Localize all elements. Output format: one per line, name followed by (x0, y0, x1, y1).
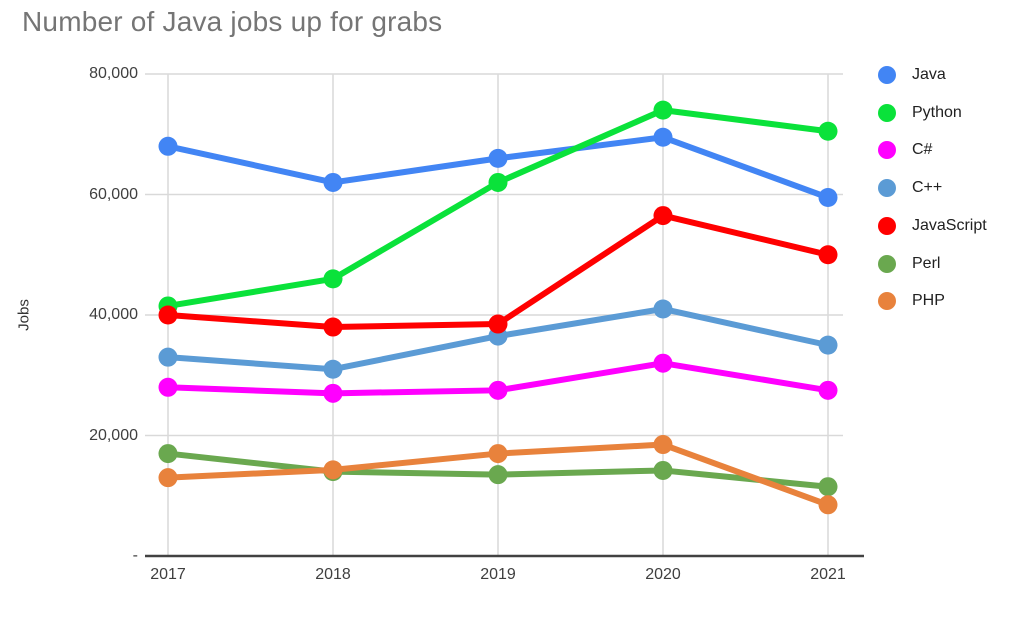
data-point-perl[interactable] (818, 477, 838, 497)
data-point-c[interactable] (818, 335, 838, 355)
x-tick-label: 2021 (810, 566, 846, 583)
data-point-javascript[interactable] (488, 314, 508, 334)
y-tick-label: 20,000 (89, 426, 138, 444)
data-point-java[interactable] (158, 136, 178, 156)
data-point-perl[interactable] (653, 460, 673, 480)
data-point-javascript[interactable] (818, 245, 838, 265)
y-tick-label: 40,000 (89, 306, 138, 323)
data-point-java[interactable] (488, 148, 508, 168)
legend-color-dot (878, 66, 896, 84)
chart-title: Number of Java jobs up for grabs (22, 6, 443, 37)
x-tick-label: 2019 (480, 566, 516, 583)
legend-label: Python (912, 103, 962, 121)
data-point-java[interactable] (653, 127, 673, 147)
legend-color-dot (878, 254, 896, 273)
legend-label: JavaScript (912, 216, 987, 234)
data-point-javascript[interactable] (323, 317, 343, 337)
data-point-php[interactable] (488, 444, 508, 464)
data-point-c[interactable] (158, 377, 178, 397)
data-point-java[interactable] (323, 172, 343, 192)
data-point-c[interactable] (488, 380, 508, 400)
data-point-php[interactable] (323, 460, 343, 480)
data-point-python[interactable] (323, 269, 343, 289)
data-point-python[interactable] (488, 172, 508, 192)
legend-color-dot (878, 103, 896, 122)
data-point-perl[interactable] (488, 465, 508, 485)
data-point-perl[interactable] (158, 444, 178, 464)
data-point-php[interactable] (818, 495, 838, 515)
data-point-c[interactable] (653, 299, 673, 319)
data-point-c[interactable] (653, 353, 673, 373)
data-point-java[interactable] (818, 188, 838, 208)
legend-color-dot (878, 179, 896, 198)
legend-item-c[interactable]: C# (878, 139, 932, 161)
data-point-python[interactable] (653, 100, 673, 120)
legend-color-dot (878, 216, 896, 235)
data-point-javascript[interactable] (158, 305, 178, 325)
legend-item-c[interactable]: C++ (878, 177, 942, 199)
data-point-c[interactable] (818, 380, 838, 400)
legend-label: C++ (912, 179, 943, 197)
legend-item-perl[interactable]: Perl (878, 253, 940, 275)
legend-item-java[interactable]: Java (878, 64, 946, 86)
x-tick-label: 2017 (150, 566, 186, 583)
data-point-php[interactable] (158, 468, 178, 488)
data-point-javascript[interactable] (653, 206, 673, 226)
legend-color-dot (878, 141, 896, 160)
legend-item-php[interactable]: PHP (878, 290, 945, 312)
legend-label: C# (912, 141, 933, 159)
legend-label: Perl (912, 254, 941, 272)
legend-color-dot (878, 292, 896, 311)
data-point-c[interactable] (323, 383, 343, 403)
y-tick-label: 80,000 (89, 65, 138, 82)
data-point-php[interactable] (653, 435, 673, 455)
data-point-python[interactable] (818, 121, 838, 141)
legend-label: Java (912, 66, 946, 83)
x-tick-label: 2018 (315, 566, 351, 583)
legend-item-python[interactable]: Python (878, 102, 962, 124)
data-point-c[interactable] (158, 347, 178, 367)
y-tick-label: 60,000 (89, 185, 138, 203)
y-tick-label: - (132, 547, 138, 564)
x-tick-label: 2020 (645, 566, 681, 583)
legend-label: PHP (912, 292, 945, 310)
data-point-c[interactable] (323, 359, 343, 379)
legend-item-javascript[interactable]: JavaScript (878, 215, 987, 237)
